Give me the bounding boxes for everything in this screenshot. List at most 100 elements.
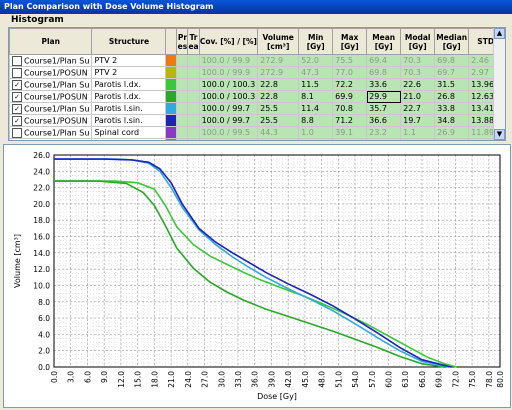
structure-cell: Parotis l.dx. bbox=[91, 78, 167, 91]
structure-cell: Parotis l.dx. bbox=[91, 90, 167, 103]
table-row[interactable]: ✓ Course1/POSUN Parotis l.sin. 100.0 / 99.7… bbox=[9, 114, 504, 127]
modal-cell: 21.0 bbox=[400, 90, 436, 103]
min-cell: 1.1 bbox=[298, 138, 334, 140]
data-grid: Plan Structure Pr es Tr ea Cov. [%] / [%] Vol… bbox=[9, 28, 504, 140]
column-header[interactable]: Plan bbox=[9, 28, 93, 55]
scroll-down-icon[interactable]: ▼ bbox=[494, 129, 505, 140]
structure-color-swatch[interactable] bbox=[165, 54, 178, 67]
x-tick-label: 6.0 bbox=[83, 371, 92, 383]
plan-cell[interactable]: ✓ Course1/POSUN bbox=[9, 114, 93, 127]
table-row[interactable]: Course1/POSUN PTV 2 100.0 / 99.9 272.9 47.3 7… bbox=[9, 66, 504, 79]
table-row[interactable]: Course1/Plan Su PTV 2 100.0 / 99.9 272.9 52.… bbox=[9, 54, 504, 67]
table-scrollbar[interactable]: ▲ ▼ bbox=[493, 28, 505, 140]
table-row[interactable]: ✓ Course1/POSUN Parotis l.dx. 100.0 / 100.3… bbox=[9, 90, 504, 103]
row-checkbox[interactable] bbox=[12, 55, 22, 66]
x-tick-label: 9.0 bbox=[100, 371, 109, 383]
plan-cell[interactable]: Course1/Plan Su bbox=[9, 54, 93, 67]
min-cell: 8.8 bbox=[298, 114, 334, 127]
cov-cell: 100.0 / 100.3 bbox=[198, 90, 259, 103]
y-tick-label: 8.0 bbox=[38, 298, 50, 307]
x-tick-label: 33.0 bbox=[234, 371, 243, 388]
column-header[interactable]: Min [Gy] bbox=[298, 28, 334, 55]
max-cell: 75.5 bbox=[332, 54, 368, 67]
column-header[interactable]: Cov. [%] / [%] bbox=[198, 28, 259, 55]
cov-cell: 100.0 / 99.9 bbox=[198, 54, 259, 67]
mean-cell: 69.8 bbox=[366, 66, 402, 79]
mean-cell: 33.6 bbox=[366, 78, 402, 91]
flag-cell bbox=[176, 126, 189, 139]
plan-cell[interactable]: ✓ Course1/POSUN bbox=[9, 90, 93, 103]
column-header[interactable]: Structure bbox=[91, 28, 167, 55]
structure-color-swatch[interactable] bbox=[165, 126, 178, 139]
column-header[interactable]: Pr es bbox=[176, 28, 189, 55]
row-checkbox[interactable]: ✓ bbox=[12, 91, 22, 102]
column-header[interactable]: Tr ea bbox=[187, 28, 200, 55]
flag-cell bbox=[187, 54, 200, 67]
x-axis-label: Dose [Gy] bbox=[257, 392, 297, 401]
row-checkbox[interactable] bbox=[12, 67, 22, 78]
modal-cell: 1.1 bbox=[400, 126, 436, 139]
row-checkbox[interactable]: ✓ bbox=[12, 103, 22, 114]
min-cell: 8.1 bbox=[298, 90, 334, 103]
structure-color-swatch[interactable] bbox=[165, 102, 178, 115]
table-row[interactable]: ✓ Course1/Plan Su Parotis l.dx. 100.0 / 100… bbox=[9, 78, 504, 91]
structure-color-swatch[interactable] bbox=[165, 138, 178, 140]
dvh-curve bbox=[54, 180, 457, 368]
x-tick-label: 63.0 bbox=[401, 371, 410, 388]
column-header[interactable] bbox=[165, 28, 178, 55]
window-title-bar: Plan Comparison with Dose Volume Histogr… bbox=[0, 0, 512, 14]
x-tick-label: 51.0 bbox=[334, 371, 343, 388]
x-tick-label: 66.0 bbox=[418, 371, 427, 388]
structure-color-swatch[interactable] bbox=[165, 78, 178, 91]
column-header[interactable]: Volume [cm³] bbox=[257, 28, 300, 55]
row-checkbox[interactable] bbox=[12, 139, 22, 140]
structure-color-swatch[interactable] bbox=[165, 66, 178, 79]
group-label: Histogram bbox=[9, 15, 66, 25]
mean-cell: 29.9 bbox=[366, 90, 402, 103]
table-row[interactable]: ✓ Course1/Plan Su Parotis l.sin. 100.0 / 99… bbox=[9, 102, 504, 115]
plan-name: Course1/POSUN bbox=[24, 116, 88, 125]
plan-cell[interactable]: ✓ Course1/Plan Su bbox=[9, 78, 93, 91]
cov-cell: 100.0 / 99.7 bbox=[198, 114, 259, 127]
modal-cell: 70.3 bbox=[400, 66, 436, 79]
plan-cell[interactable]: Course1/Plan Su bbox=[9, 126, 93, 139]
table-row[interactable]: Course1/POSUNSpinal cord 100.0 / 99.544.3… bbox=[9, 138, 504, 140]
row-checkbox[interactable]: ✓ bbox=[12, 115, 22, 126]
cov-cell: 100.0 / 99.7 bbox=[198, 102, 259, 115]
modal-cell: 22.7 bbox=[400, 102, 436, 115]
min-cell: 1.0 bbox=[298, 126, 334, 139]
column-header[interactable]: Modal [Gy] bbox=[400, 28, 436, 55]
structure-color-swatch[interactable] bbox=[165, 114, 178, 127]
x-tick-label: 39.0 bbox=[267, 371, 276, 388]
structure-color-swatch[interactable] bbox=[165, 90, 178, 103]
flag-cell bbox=[176, 90, 189, 103]
flag-cell bbox=[176, 78, 189, 91]
dvh-curve bbox=[54, 158, 449, 368]
column-header[interactable]: Median [Gy] bbox=[434, 28, 470, 55]
volume-cell: 25.5 bbox=[257, 102, 300, 115]
cov-cell: 100.0 / 99.5 bbox=[198, 138, 259, 140]
flag-cell bbox=[176, 54, 189, 67]
plan-cell[interactable]: Course1/POSUN bbox=[9, 138, 93, 140]
plan-cell[interactable]: ✓ Course1/Plan Su bbox=[9, 102, 93, 115]
y-tick-label: 0.0 bbox=[38, 363, 50, 372]
y-tick-label: 20.0 bbox=[33, 200, 50, 209]
x-tick-label: 69.0 bbox=[435, 371, 444, 388]
plan-cell[interactable]: Course1/POSUN bbox=[9, 66, 93, 79]
x-tick-label: 0.0 bbox=[50, 371, 59, 383]
table-row[interactable]: Course1/Plan Su Spinal cord 100.0 / 99.5 44… bbox=[9, 126, 504, 139]
x-tick-label: 72.0 bbox=[451, 371, 460, 388]
y-tick-label: 12.0 bbox=[33, 265, 50, 274]
histogram-table: Plan Structure Pr es Tr ea Cov. [%] / [%] Vol… bbox=[8, 27, 506, 141]
scroll-up-icon[interactable]: ▲ bbox=[494, 28, 505, 39]
mean-cell: 35.7 bbox=[366, 102, 402, 115]
column-header[interactable]: Mean [Gy] bbox=[366, 28, 402, 55]
flag-cell bbox=[187, 126, 200, 139]
column-header[interactable]: Max [Gy] bbox=[332, 28, 368, 55]
y-tick-label: 6.0 bbox=[38, 314, 50, 323]
row-checkbox[interactable] bbox=[12, 127, 22, 138]
y-tick-label: 4.0 bbox=[38, 330, 50, 339]
x-tick-label: 21.0 bbox=[167, 371, 176, 388]
max-cell: 70.8 bbox=[332, 102, 368, 115]
row-checkbox[interactable]: ✓ bbox=[12, 79, 22, 90]
